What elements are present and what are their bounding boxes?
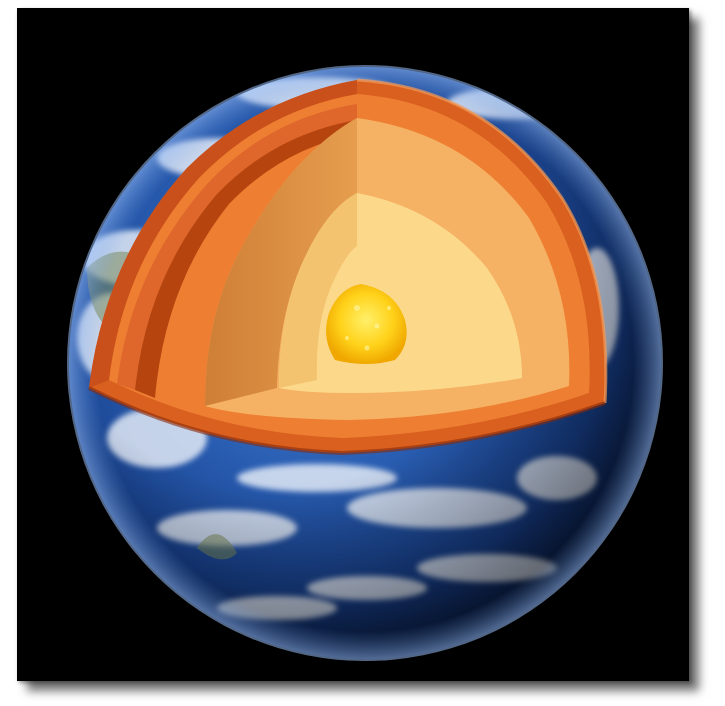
image-frame [17,8,689,681]
cutaway-wedge [88,78,608,456]
core-texture [345,305,391,351]
inner-core [326,284,407,364]
earth-cutaway-illustration [67,65,663,661]
